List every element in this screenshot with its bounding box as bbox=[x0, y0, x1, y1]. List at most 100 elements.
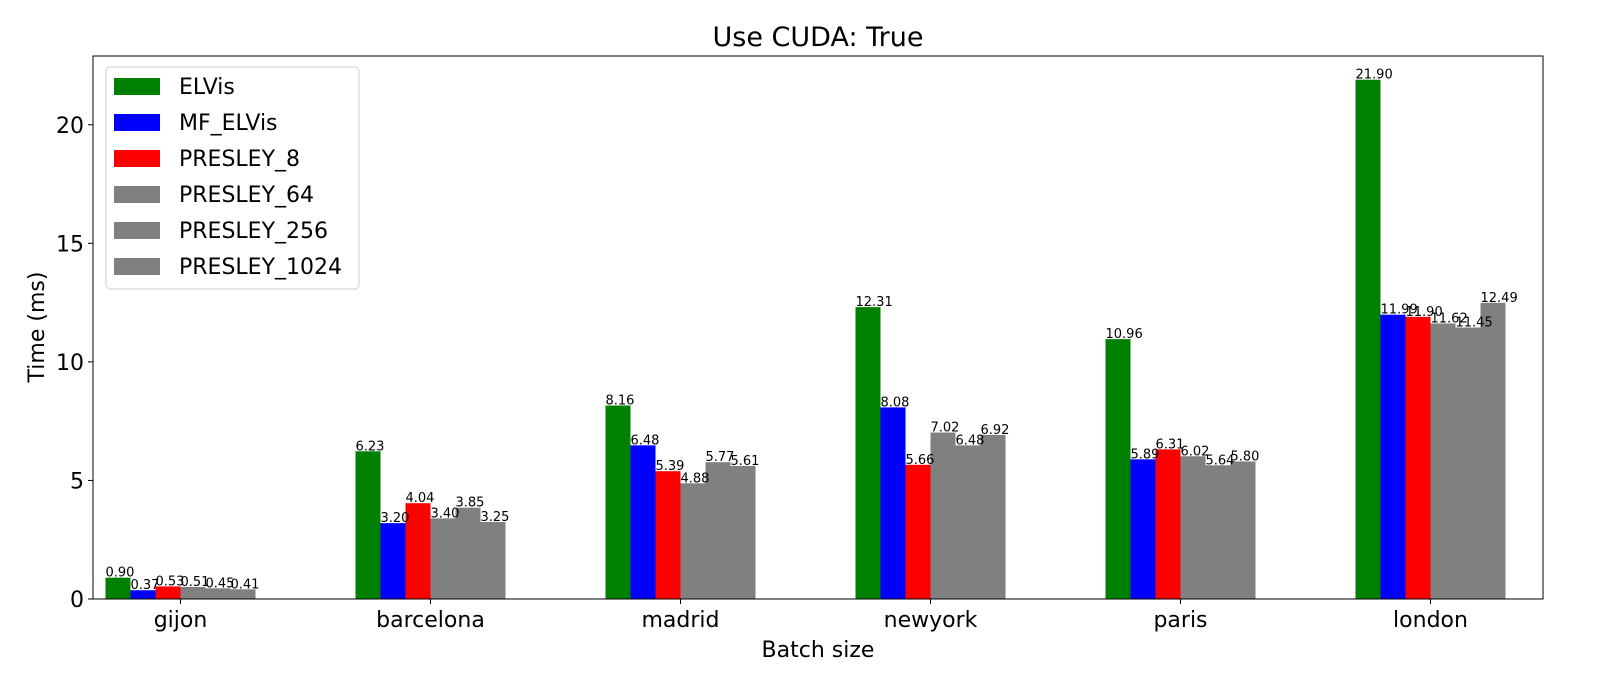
data-label: 0.51 bbox=[181, 575, 210, 590]
data-label: 5.64 bbox=[1206, 453, 1235, 468]
bar-presley-64-london bbox=[1430, 323, 1456, 599]
data-label: 5.66 bbox=[906, 453, 935, 468]
bar-presley-8-london bbox=[1405, 316, 1431, 599]
data-label: 4.88 bbox=[681, 471, 710, 486]
bar-presley-64-barcelona bbox=[430, 518, 456, 599]
data-label: 3.85 bbox=[456, 496, 485, 511]
data-label: 11.62 bbox=[1431, 311, 1468, 326]
x-tick-label-barcelona: barcelona bbox=[376, 608, 485, 633]
data-label: 0.45 bbox=[206, 576, 235, 591]
data-label: 12.49 bbox=[1481, 291, 1518, 306]
data-label: 11.45 bbox=[1456, 316, 1493, 331]
y-tick-label: 10 bbox=[56, 351, 84, 376]
data-label: 10.96 bbox=[1106, 327, 1143, 342]
bar-presley-256-madrid bbox=[705, 462, 731, 599]
data-label: 5.61 bbox=[731, 454, 760, 469]
legend-swatch bbox=[114, 78, 160, 95]
bar-elvis-london bbox=[1355, 79, 1381, 599]
data-label: 0.90 bbox=[106, 566, 135, 581]
bar-mf-elvis-gijon bbox=[130, 590, 156, 599]
bar-presley-64-gijon bbox=[180, 586, 206, 599]
legend-label: PRESLEY_256 bbox=[179, 219, 328, 244]
data-label: 11.99 bbox=[1381, 303, 1418, 318]
bar-presley-8-paris bbox=[1155, 449, 1181, 599]
bar-presley-64-newyork bbox=[930, 432, 956, 599]
bar-presley-256-barcelona bbox=[455, 507, 481, 599]
bar-presley-256-gijon bbox=[205, 588, 231, 599]
plot-frame bbox=[92, 55, 1544, 600]
data-label: 3.25 bbox=[481, 510, 510, 525]
bar-mf-elvis-london bbox=[1380, 314, 1406, 599]
x-tick-label-newyork: newyork bbox=[884, 608, 978, 633]
bar-presley-1024-newyork bbox=[980, 434, 1006, 599]
bar-presley-8-newyork bbox=[905, 464, 931, 599]
legend-swatch bbox=[114, 258, 160, 275]
legend-swatch bbox=[114, 150, 160, 167]
data-label: 6.31 bbox=[1156, 437, 1185, 452]
x-axis-title: Batch size bbox=[762, 638, 875, 663]
data-label: 6.23 bbox=[356, 439, 385, 454]
y-axis-title: Time (ms) bbox=[25, 272, 50, 384]
bar-presley-1024-paris bbox=[1230, 461, 1256, 599]
legend-swatch bbox=[114, 186, 160, 203]
legend-label: PRESLEY_8 bbox=[179, 147, 300, 172]
legend-label: PRESLEY_64 bbox=[179, 183, 314, 208]
bar-mf-elvis-madrid bbox=[630, 445, 656, 599]
data-labels-layer: 0.900.370.530.510.450.41 6.23 3.20 4.043.40… bbox=[106, 68, 1518, 594]
bar-presley-8-madrid bbox=[655, 471, 681, 599]
data-label: 0.37 bbox=[131, 578, 160, 593]
legend-box bbox=[105, 66, 360, 290]
data-label: 5.39 bbox=[656, 459, 685, 474]
data-label: 6.02 bbox=[1181, 444, 1210, 459]
data-label: 8.08 bbox=[881, 395, 910, 410]
data-label: 3.40 bbox=[431, 506, 460, 521]
data-label: 21.90 bbox=[1356, 68, 1393, 83]
bar-presley-64-paris bbox=[1180, 456, 1206, 599]
legend-swatch bbox=[114, 114, 160, 131]
legend-label: PRESLEY_1024 bbox=[179, 255, 342, 280]
y-tick-label: 0 bbox=[70, 588, 84, 613]
x-tick-label-madrid: madrid bbox=[642, 608, 720, 633]
bar-presley-1024-barcelona bbox=[480, 521, 506, 599]
bar-presley-1024-madrid bbox=[730, 465, 756, 599]
legend: ELVis MF_ELVis PRESLEY_8 PRESLEY_64 PRESLEY_… bbox=[105, 66, 360, 290]
data-label: 5.80 bbox=[1231, 449, 1260, 464]
data-label: 0.41 bbox=[231, 577, 260, 592]
bar-presley-256-london bbox=[1455, 327, 1481, 599]
bar-elvis-paris bbox=[1105, 339, 1131, 599]
bars-layer bbox=[105, 79, 1506, 599]
bar-mf-elvis-barcelona bbox=[380, 523, 406, 599]
data-label: 6.48 bbox=[631, 433, 660, 448]
bar-elvis-barcelona bbox=[355, 451, 381, 599]
bar-elvis-madrid bbox=[605, 405, 631, 599]
axes-layer: gijon barcelona madrid newyork paris london 0 5… bbox=[56, 55, 1544, 633]
bar-presley-256-newyork bbox=[955, 445, 981, 599]
legend-swatch bbox=[114, 222, 160, 239]
y-tick-label: 20 bbox=[56, 114, 84, 139]
bar-presley-1024-gijon bbox=[230, 589, 256, 599]
bar-presley-1024-london bbox=[1480, 302, 1506, 599]
data-label: 8.16 bbox=[606, 394, 635, 409]
x-tick-label-london: london bbox=[1393, 608, 1468, 633]
data-label: 0.53 bbox=[156, 574, 185, 589]
bar-presley-64-madrid bbox=[680, 483, 706, 599]
bar-elvis-gijon bbox=[105, 577, 131, 599]
data-label: 6.92 bbox=[981, 423, 1010, 438]
y-tick-label: 15 bbox=[56, 232, 84, 257]
legend-label: MF_ELVis bbox=[179, 111, 278, 136]
x-tick-label-gijon: gijon bbox=[154, 608, 208, 633]
y-tick-label: 5 bbox=[70, 469, 84, 494]
data-label: 12.31 bbox=[856, 295, 893, 310]
x-tick-label-paris: paris bbox=[1153, 608, 1207, 633]
data-label: 7.02 bbox=[931, 421, 960, 436]
bar-mf-elvis-paris bbox=[1130, 459, 1156, 599]
data-label: 6.48 bbox=[956, 433, 985, 448]
bar-elvis-newyork bbox=[855, 307, 881, 599]
chart-title: Use CUDA: True bbox=[713, 22, 924, 53]
legend-label: ELVis bbox=[179, 75, 235, 100]
data-label: 3.20 bbox=[381, 511, 410, 526]
data-label: 5.77 bbox=[706, 450, 735, 465]
bar-presley-8-barcelona bbox=[405, 503, 431, 599]
data-label: 5.89 bbox=[1131, 447, 1160, 462]
